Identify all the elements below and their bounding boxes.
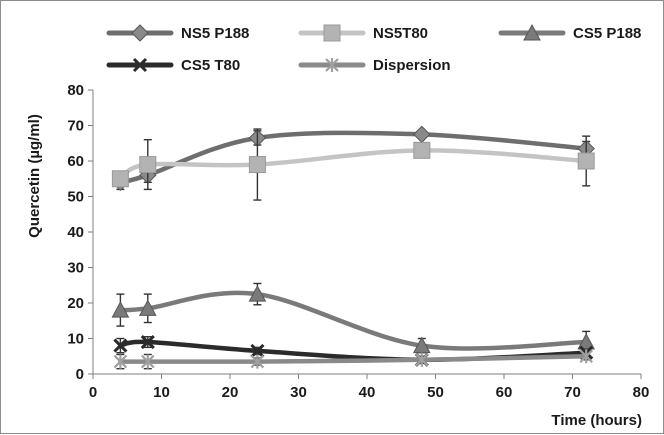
y-tick-label: 40 bbox=[67, 224, 84, 241]
x-tick-label: 30 bbox=[290, 384, 307, 401]
data-point bbox=[138, 299, 157, 316]
data-point bbox=[111, 301, 130, 318]
legend-label: CS5 T80 bbox=[181, 57, 240, 74]
data-point bbox=[113, 338, 128, 353]
legend-marker bbox=[131, 24, 149, 42]
y-tick-label: 50 bbox=[67, 189, 84, 206]
x-tick-label: 10 bbox=[153, 384, 170, 401]
legend-item: CS5 T80 bbox=[106, 57, 240, 74]
data-point bbox=[248, 285, 267, 302]
legend-item: NS5 P188 bbox=[106, 24, 249, 42]
data-point bbox=[412, 336, 431, 354]
legend: NS5 P188 NS5T80 CS5 P188 CS5 T80 Dispersion bbox=[106, 23, 641, 74]
x-tick-label: 80 bbox=[633, 384, 650, 401]
legend-label: NS5T80 bbox=[373, 25, 428, 42]
x-tick-label: 40 bbox=[359, 384, 376, 401]
x-tick-label: 0 bbox=[89, 384, 97, 401]
data-point bbox=[113, 354, 128, 369]
data-point bbox=[413, 141, 431, 159]
series-dispersion bbox=[113, 349, 593, 370]
data-point bbox=[250, 343, 265, 358]
plot-area bbox=[111, 125, 596, 370]
legend-label: Dispersion bbox=[373, 57, 451, 74]
x-tick-label: 70 bbox=[564, 384, 581, 401]
legend-item: Dispersion bbox=[298, 57, 451, 74]
y-tick-label: 30 bbox=[67, 260, 84, 277]
data-point bbox=[139, 156, 157, 174]
y-tick-label: 20 bbox=[67, 295, 84, 312]
data-point bbox=[250, 354, 265, 369]
x-tick-label: 20 bbox=[222, 384, 239, 401]
x-tick-label: 50 bbox=[427, 384, 444, 401]
data-point bbox=[140, 334, 155, 350]
legend-item: CS5 P188 bbox=[498, 23, 641, 42]
y-tick-label: 60 bbox=[67, 153, 84, 170]
series-cs5-p188 bbox=[111, 282, 596, 354]
x-axis-title: Time (hours) bbox=[551, 412, 642, 429]
axes: 0 10 20 30 40 50 60 70 80 0 10 20 30 40 50 60 70 80 bbox=[67, 82, 649, 401]
legend-marker bbox=[523, 23, 541, 41]
legend-marker bbox=[132, 57, 148, 73]
y-axis-title: Quercetin (µg/ml) bbox=[26, 114, 43, 238]
data-point bbox=[577, 152, 595, 170]
data-point bbox=[111, 170, 129, 188]
y-tick-label: 10 bbox=[67, 331, 84, 348]
legend-marker bbox=[325, 58, 339, 72]
series-line bbox=[118, 290, 589, 351]
y-tick-label: 80 bbox=[67, 82, 84, 99]
data-point bbox=[141, 354, 155, 369]
x-tick-label: 60 bbox=[496, 384, 513, 401]
data-point bbox=[579, 349, 593, 364]
legend-item: NS5T80 bbox=[298, 24, 428, 42]
y-tick-label: 0 bbox=[76, 366, 84, 383]
data-point bbox=[413, 125, 431, 144]
series-ns5t80 bbox=[111, 128, 595, 201]
data-point bbox=[248, 156, 266, 174]
legend-label: NS5 P188 bbox=[181, 25, 249, 42]
legend-marker bbox=[323, 24, 341, 42]
series-ns5-p188 bbox=[111, 125, 595, 192]
data-point bbox=[415, 352, 429, 367]
legend-label: CS5 P188 bbox=[573, 25, 641, 42]
series-line bbox=[118, 130, 589, 185]
series-line bbox=[118, 148, 589, 181]
y-tick-label: 70 bbox=[67, 118, 84, 135]
